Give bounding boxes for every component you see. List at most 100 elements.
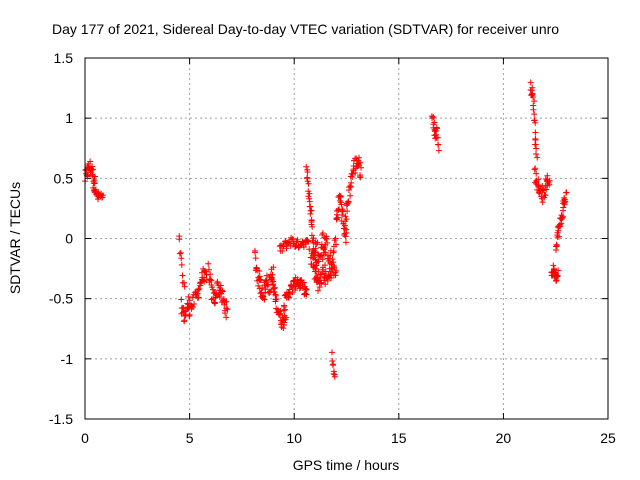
- data-point: [221, 301, 228, 308]
- data-point: [223, 298, 230, 305]
- data-point: [268, 266, 275, 273]
- data-point: [563, 189, 570, 196]
- data-point: [282, 306, 289, 313]
- data-point: [330, 368, 337, 375]
- data-point: [281, 319, 288, 326]
- data-point: [214, 278, 221, 285]
- data-point: [347, 183, 354, 190]
- data-point: [530, 94, 537, 101]
- data-point: [283, 314, 290, 321]
- data-point: [323, 235, 330, 242]
- data-point: [529, 84, 536, 91]
- data-point: [432, 135, 439, 142]
- data-point: [334, 214, 341, 221]
- data-point: [327, 252, 334, 259]
- x-axis-label: GPS time / hours: [293, 457, 400, 473]
- data-point: [283, 245, 290, 252]
- data-point: [554, 273, 561, 280]
- data-point: [89, 166, 96, 173]
- data-point: [99, 192, 106, 199]
- data-point: [309, 247, 316, 254]
- y-tick-label: -1: [61, 351, 74, 367]
- data-point: [341, 222, 348, 229]
- data-point: [335, 206, 342, 213]
- data-point: [319, 230, 326, 237]
- data-point: [532, 135, 539, 142]
- data-point: [260, 293, 267, 300]
- data-point: [318, 241, 325, 248]
- data-point: [551, 265, 558, 272]
- data-point: [176, 250, 183, 257]
- data-point: [257, 276, 264, 283]
- data-point: [344, 208, 351, 215]
- data-point: [331, 373, 338, 380]
- y-tick-labels: -1.5 -1 -0.5 0 0.5 1 1.5: [49, 50, 73, 427]
- data-point: [535, 176, 542, 183]
- data-point: [555, 267, 562, 274]
- data-point: [222, 310, 229, 317]
- data-point: [306, 198, 313, 205]
- x-tick-label: 25: [600, 430, 616, 446]
- data-point: [205, 260, 212, 267]
- data-point: [352, 169, 359, 176]
- data-point: [342, 239, 349, 246]
- data-point: [355, 154, 362, 161]
- data-point: [269, 278, 276, 285]
- data-point: [530, 106, 537, 113]
- data-point: [534, 154, 541, 161]
- data-point: [178, 255, 185, 262]
- data-point: [289, 235, 296, 242]
- data-point: [203, 277, 210, 284]
- plot-frame: [84, 57, 609, 420]
- data-point: [315, 258, 322, 265]
- data-point: [305, 238, 312, 245]
- data-point: [178, 296, 185, 303]
- data-point: [531, 111, 538, 118]
- data-point: [196, 285, 203, 292]
- data-point: [92, 173, 99, 180]
- data-point: [87, 158, 94, 165]
- data-point: [531, 98, 538, 105]
- data-point: [203, 271, 210, 278]
- data-point: [211, 300, 218, 307]
- data-point: [321, 243, 328, 250]
- data-point: [330, 259, 337, 266]
- data-point: [322, 281, 329, 288]
- data-point: [532, 119, 539, 126]
- data-point: [223, 305, 230, 312]
- data-point: [186, 297, 193, 304]
- data-point: [176, 236, 183, 243]
- data-point: [303, 291, 310, 298]
- data-point: [560, 204, 567, 211]
- data-point: [273, 296, 280, 303]
- data-point: [284, 239, 291, 246]
- data-point: [262, 277, 269, 284]
- data-point: [281, 303, 288, 310]
- y-tick-label: 1: [65, 110, 73, 126]
- data-point: [303, 163, 310, 170]
- data-point: [181, 283, 188, 290]
- data-point: [306, 195, 313, 202]
- data-point: [332, 235, 339, 242]
- data-point: [181, 317, 188, 324]
- data-point: [305, 180, 312, 187]
- data-point: [557, 223, 564, 230]
- data-point: [327, 275, 334, 282]
- x-tick-label: 15: [391, 430, 407, 446]
- data-point: [179, 272, 186, 279]
- data-point: [532, 165, 539, 172]
- data-point: [219, 287, 226, 294]
- data-point: [280, 325, 287, 332]
- data-point: [331, 264, 338, 271]
- data-point: [341, 230, 348, 237]
- y-tick-label: 1.5: [54, 50, 74, 66]
- data-point: [338, 211, 345, 218]
- data-point: [184, 300, 191, 307]
- data-point: [324, 277, 331, 284]
- data-point: [256, 285, 263, 292]
- data-point: [429, 115, 436, 122]
- data-point: [553, 242, 560, 249]
- y-tick-label: -0.5: [49, 291, 73, 307]
- data-point: [261, 296, 268, 303]
- data-point: [292, 286, 299, 293]
